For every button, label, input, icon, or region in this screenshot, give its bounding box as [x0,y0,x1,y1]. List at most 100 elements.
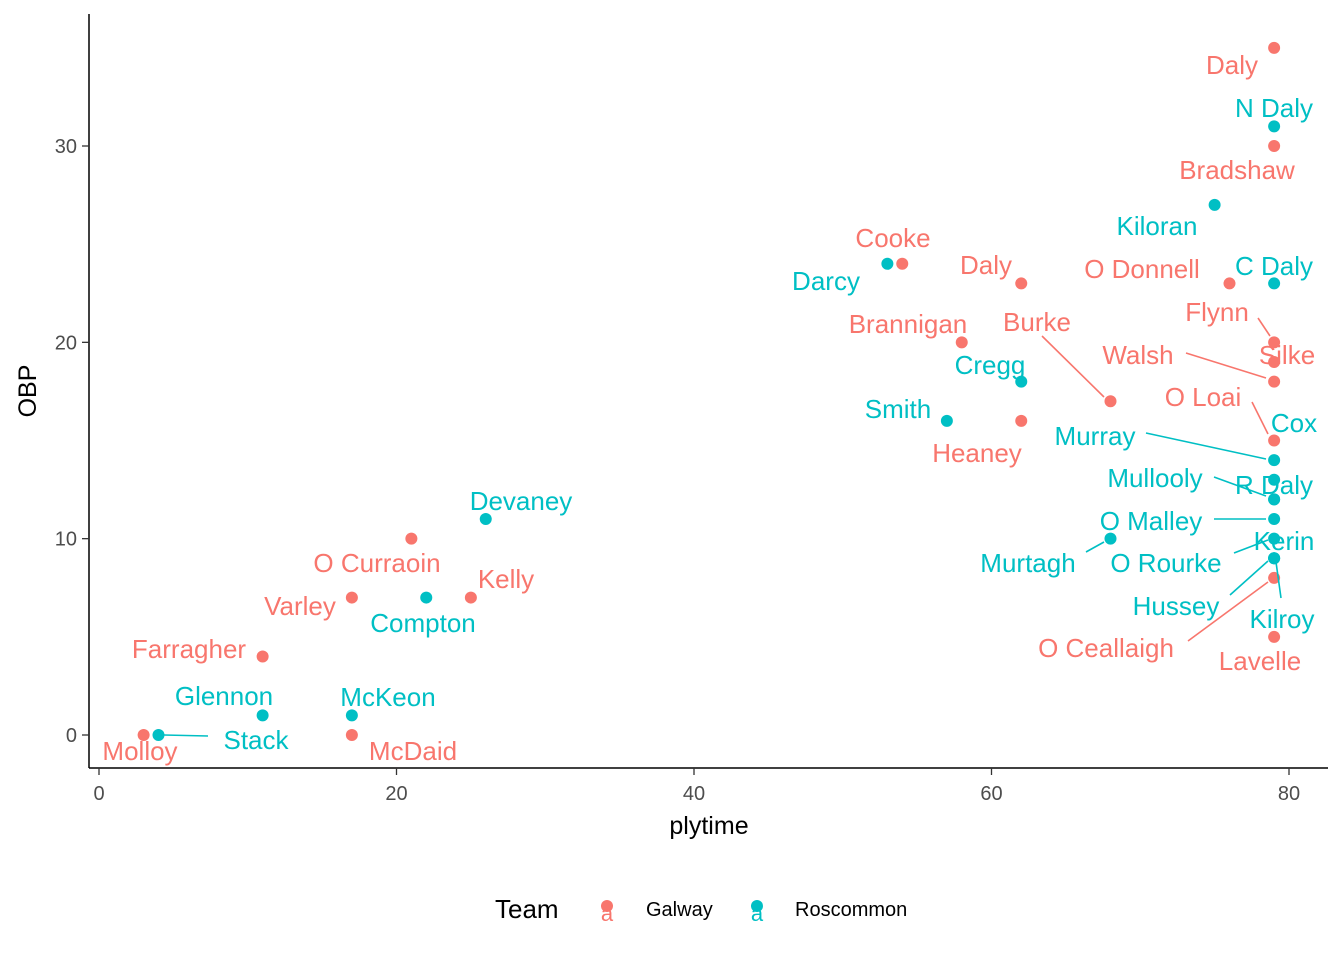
point-roscommon [152,729,165,741]
point-roscommon [1268,277,1281,290]
point-label: Brannigan [849,309,968,339]
label-connector [1233,539,1269,554]
axes: 0 20 40 60 80 0 10 20 30 [55,14,1328,805]
point-label: Smith [865,394,931,424]
point-label: Stack [223,725,289,755]
point-roscommon [1104,532,1117,545]
label-connector [1213,476,1267,497]
point-label: O Curraoin [313,548,440,578]
point-roscommon [420,591,433,604]
label-connector [1251,401,1269,435]
point-galway [1104,395,1117,408]
point-label: Kelly [478,564,534,594]
point-roscommon [1268,552,1281,565]
point-label: Lavelle [1219,646,1301,676]
point-roscommon [1268,532,1281,545]
legend-key-glyph: a [601,901,614,926]
point-galway [1268,140,1281,152]
point-roscommon [1268,493,1281,506]
point-label: Flynn [1185,297,1249,327]
y-axis-title: OBP [14,365,42,418]
point-label: O Rourke [1110,548,1221,578]
point-roscommon [1015,375,1028,388]
point-label: McDaid [369,736,457,766]
point-roscommon [1268,120,1281,133]
point-label: Murtagh [980,548,1075,578]
label-connector [163,734,209,737]
point-label: Varley [264,591,336,621]
point-galway [1015,277,1028,290]
label-connector [1041,335,1105,398]
point-roscommon [1268,473,1281,486]
point-label: Kiloran [1117,211,1198,241]
point-roscommon [256,709,269,722]
point-label: O Loai [1165,382,1242,412]
point-label: McKeon [340,682,435,712]
point-galway [1223,277,1236,290]
point-label: Burke [1003,307,1071,337]
x-tick-label: 0 [93,783,104,805]
point-label: Kerin [1254,526,1315,556]
point-label: Heaney [932,438,1022,468]
point-roscommon [1268,513,1281,526]
point-galway [137,729,150,741]
y-tick-label: 30 [55,136,77,158]
point-label: N Daly [1235,93,1313,123]
labels-layer: Daly Bradshaw Cooke Daly O Donnell Flynn Brann… [102,50,1317,766]
point-label: Daly [1206,50,1258,80]
point-galway [1268,434,1281,447]
legend-key-glyph: a [751,901,764,926]
legend: Team a Galway a Roscommon [495,894,907,926]
legend-title: Team [495,894,559,924]
point-label: Darcy [792,266,860,296]
legend-label: Roscommon [795,899,907,921]
label-connector [1185,352,1267,379]
label-connector [1229,560,1269,596]
label-connector [1275,561,1282,599]
point-galway [896,257,909,270]
point-label: Cox [1271,408,1317,438]
point-label: Bradshaw [1179,155,1295,185]
point-galway [405,532,418,545]
point-roscommon [1208,198,1221,211]
legend-key-point [751,900,763,912]
label-connector [1187,581,1269,642]
x-tick-label: 60 [980,783,1002,805]
point-label: O Donnell [1084,254,1200,284]
point-roscommon [345,709,358,722]
x-axis-title: plytime [669,812,748,840]
x-tick-label: 20 [385,783,407,805]
point-label: Hussey [1133,591,1220,621]
points-layer [137,41,1281,741]
point-galway [345,729,358,741]
label-connector [1145,432,1267,460]
label-connector [1085,541,1105,553]
point-label: Mullooly [1107,463,1202,493]
point-label: Farragher [132,634,246,664]
legend-items: a Galway a Roscommon [601,899,907,926]
point-label: Devaney [470,486,573,516]
legend-key-point [601,900,613,912]
x-tick-label: 80 [1278,783,1300,805]
point-roscommon [881,257,894,270]
point-galway [1268,355,1281,368]
point-label: Silke [1259,340,1315,370]
point-galway [1268,41,1281,54]
point-galway [464,591,477,604]
point-roscommon [479,513,492,526]
point-galway [256,650,269,663]
point-label: O Ceallaigh [1038,633,1174,663]
point-label: Walsh [1102,340,1173,370]
point-label: Molloy [102,736,177,766]
point-galway [1268,375,1281,388]
legend-label: Galway [646,899,713,921]
point-galway [1268,336,1281,349]
point-roscommon [940,414,953,427]
x-tick-label: 40 [683,783,705,805]
y-tick-label: 20 [55,332,77,354]
point-galway [345,591,358,604]
point-label: Daly [960,250,1012,280]
point-label: Glennon [175,681,273,711]
point-label: Compton [370,608,476,638]
